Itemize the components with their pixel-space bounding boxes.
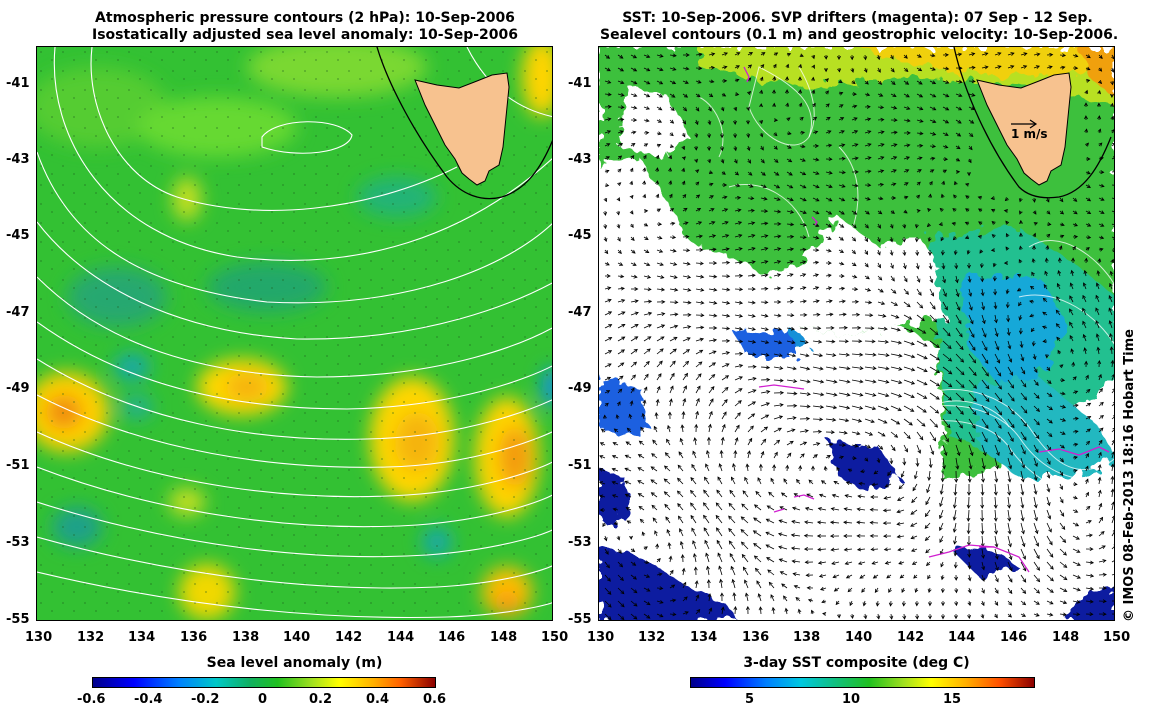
right-title-line2: Sealevel contours (0.1 m) and geostrophi…: [600, 27, 1119, 43]
lon-tick: 138: [232, 630, 260, 645]
lat-tick: -43: [568, 152, 592, 167]
shelf-contour: [376, 47, 552, 200]
lon-tick: 148: [1052, 630, 1080, 645]
sea-level-colorbar: [92, 677, 436, 688]
lon-tick: 134: [128, 630, 156, 645]
colorbar-tick: 0.4: [366, 692, 390, 707]
right-map-svg: 1 m/s: [599, 47, 1114, 620]
lon-tick: 140: [283, 630, 311, 645]
lon-tick: 138: [793, 630, 821, 645]
lat-tick: -41: [568, 76, 592, 91]
lat-tick: -55: [6, 612, 30, 627]
right-title: SST: 10-Sep-2006. SVP drifters (magenta)…: [600, 10, 1119, 44]
lon-tick: 144: [948, 630, 976, 645]
colorbar-tick: 15: [943, 692, 962, 707]
lon-tick: 146: [1000, 630, 1028, 645]
tasmania-landmass: [414, 72, 510, 186]
lon-tick: 132: [77, 630, 105, 645]
shelf-contour: [953, 47, 1112, 199]
colorbar-tick: -0.4: [134, 692, 163, 707]
lat-tick: -45: [568, 228, 592, 243]
colorbar-tick: 5: [745, 692, 755, 707]
geostrophic-velocity-arrows: [599, 52, 1114, 620]
lon-tick: 142: [897, 630, 925, 645]
copyright-credit: © IMOS 08-Feb-2013 18:16 Hobart Time: [1122, 329, 1137, 622]
colorbar-tick: 0.2: [309, 692, 333, 707]
lat-tick: -49: [6, 381, 30, 396]
tasmania-landmass: [976, 72, 1072, 186]
left-title-line1: Atmospheric pressure contours (2 hPa): 1…: [95, 10, 515, 26]
lon-tick: 140: [845, 630, 873, 645]
lat-tick: -51: [6, 458, 30, 473]
lat-tick: -53: [568, 535, 592, 550]
lon-tick: 142: [335, 630, 363, 645]
lon-tick: 134: [690, 630, 718, 645]
left-title: Atmospheric pressure contours (2 hPa): 1…: [40, 10, 570, 44]
lon-tick: 130: [587, 630, 615, 645]
lon-tick: 148: [490, 630, 518, 645]
left-title-line2: Isostatically adjusted sea level anomaly…: [92, 27, 518, 43]
lon-tick: 136: [742, 630, 770, 645]
colorbar-tick: -0.6: [77, 692, 106, 707]
lon-tick: 150: [1103, 630, 1131, 645]
colorbar-tick: 0.6: [423, 692, 447, 707]
lat-tick: -47: [568, 305, 592, 320]
svp-drifter-tracks: [743, 66, 1110, 573]
lon-tick: 136: [180, 630, 208, 645]
lon-tick: 144: [387, 630, 415, 645]
colorbar-tick: 10: [842, 692, 861, 707]
lon-tick: 150: [541, 630, 569, 645]
colorbar-tick: 0: [258, 692, 268, 707]
lat-tick: -49: [568, 381, 592, 396]
velocity-scale-arrow: [1011, 119, 1038, 129]
colorbar-tick: -0.2: [191, 692, 220, 707]
lon-tick: 130: [25, 630, 53, 645]
cloud-gaps: [599, 87, 1114, 620]
lat-tick: -53: [6, 535, 30, 550]
right-colorbar-title: 3-day SST composite (deg C): [743, 655, 970, 671]
right-map: 1 m/s: [598, 46, 1115, 621]
lat-tick: -51: [568, 458, 592, 473]
left-map: [36, 46, 553, 621]
lat-tick: -43: [6, 152, 30, 167]
lon-tick: 146: [438, 630, 466, 645]
velocity-scale-label: 1 m/s: [1011, 127, 1048, 141]
lat-tick: -55: [568, 612, 592, 627]
lat-tick: -45: [6, 228, 30, 243]
lat-tick: -41: [6, 76, 30, 91]
lon-tick: 132: [638, 630, 666, 645]
right-title-line1: SST: 10-Sep-2006. SVP drifters (magenta)…: [622, 10, 1093, 26]
lat-tick: -47: [6, 305, 30, 320]
left-map-svg: [37, 47, 552, 620]
left-colorbar-title: Sea level anomaly (m): [206, 655, 383, 671]
pressure-contours: [37, 47, 552, 619]
sst-colorbar: [690, 677, 1035, 688]
